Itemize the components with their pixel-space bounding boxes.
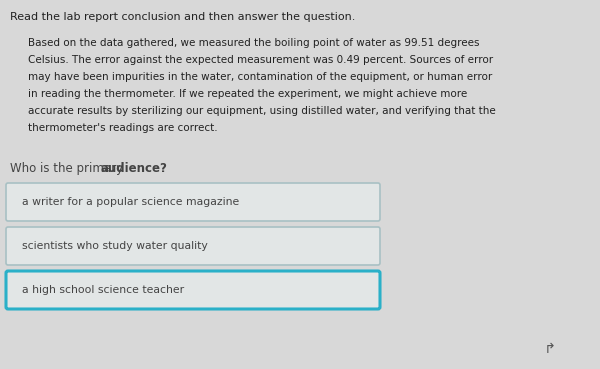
Text: Celsius. The error against the expected measurement was 0.49 percent. Sources of: Celsius. The error against the expected … — [28, 55, 493, 65]
FancyBboxPatch shape — [6, 227, 380, 265]
Text: accurate results by sterilizing our equipment, using distilled water, and verify: accurate results by sterilizing our equi… — [28, 106, 496, 116]
Text: may have been impurities in the water, contamination of the equipment, or human : may have been impurities in the water, c… — [28, 72, 492, 82]
Text: ↲: ↲ — [540, 337, 551, 351]
Text: Who is the primary: Who is the primary — [10, 162, 127, 175]
FancyBboxPatch shape — [6, 183, 380, 221]
Text: audience?: audience? — [100, 162, 167, 175]
Text: Read the lab report conclusion and then answer the question.: Read the lab report conclusion and then … — [10, 12, 355, 22]
Text: a high school science teacher: a high school science teacher — [22, 285, 184, 295]
Text: thermometer's readings are correct.: thermometer's readings are correct. — [28, 123, 218, 133]
Text: Based on the data gathered, we measured the boiling point of water as 99.51 degr: Based on the data gathered, we measured … — [28, 38, 479, 48]
Text: in reading the thermometer. If we repeated the experiment, we might achieve more: in reading the thermometer. If we repeat… — [28, 89, 467, 99]
Text: scientists who study water quality: scientists who study water quality — [22, 241, 208, 251]
Text: a writer for a popular science magazine: a writer for a popular science magazine — [22, 197, 239, 207]
FancyBboxPatch shape — [6, 271, 380, 309]
